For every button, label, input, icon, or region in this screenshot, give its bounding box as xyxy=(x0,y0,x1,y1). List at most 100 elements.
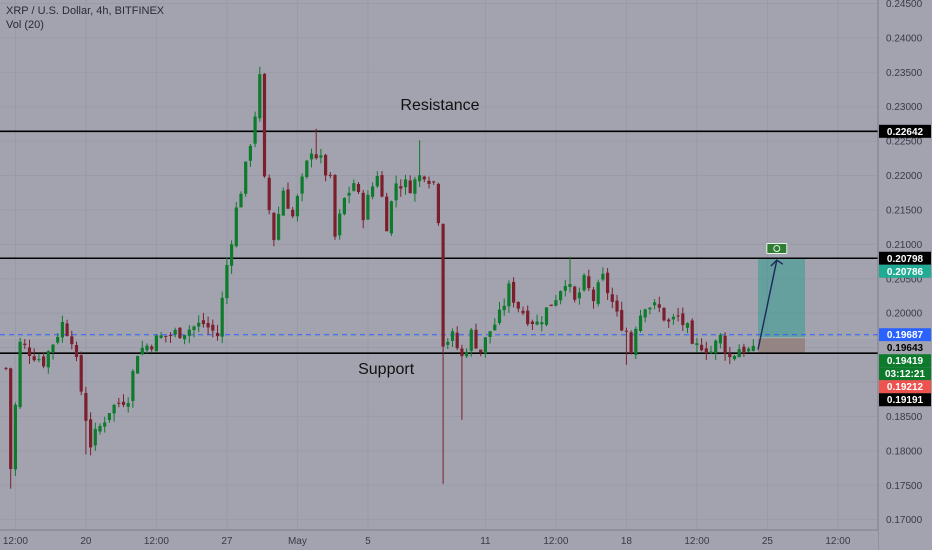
candle xyxy=(13,402,17,476)
position-box[interactable] xyxy=(758,259,805,354)
candle xyxy=(681,307,685,331)
x-tick-label: 12:00 xyxy=(825,536,850,547)
candle-body xyxy=(239,193,243,208)
candle xyxy=(342,197,346,216)
candle-body xyxy=(333,175,337,237)
candle xyxy=(488,331,492,344)
candle-body xyxy=(98,425,102,432)
candle xyxy=(643,308,647,323)
candle xyxy=(319,148,323,164)
candle-body xyxy=(253,116,257,144)
candle xyxy=(150,344,154,352)
candle xyxy=(131,369,135,408)
y-tick-label: 0.23500 xyxy=(886,68,923,79)
candle-body xyxy=(187,329,191,336)
candle xyxy=(89,412,93,456)
candle-body xyxy=(262,73,267,177)
candle xyxy=(554,295,558,307)
candle xyxy=(56,333,60,345)
candle-body xyxy=(606,272,610,294)
candle-body xyxy=(573,286,577,300)
price-tag: 0.22642 xyxy=(879,124,931,138)
time-axis[interactable]: 12:00 20 12:00 27 May 5 11 12:00 18 12:00 25 12:00 xyxy=(0,529,878,550)
candle xyxy=(70,330,74,350)
candle xyxy=(662,307,666,322)
candle xyxy=(145,343,149,355)
candle xyxy=(112,404,116,422)
y-tick-label: 0.22500 xyxy=(886,137,923,148)
candle-body xyxy=(140,347,144,355)
candle-body xyxy=(413,179,417,194)
y-tick-label: 0.18000 xyxy=(886,446,923,457)
candle-body xyxy=(258,74,262,119)
candle xyxy=(676,307,680,322)
candle xyxy=(356,181,361,195)
candle-body xyxy=(450,331,455,341)
candle-body xyxy=(277,214,281,240)
candle-body xyxy=(79,355,83,392)
candle xyxy=(714,339,718,361)
candle xyxy=(427,176,431,189)
candle xyxy=(629,330,633,355)
candle xyxy=(107,413,111,423)
candle xyxy=(695,337,699,353)
candle-body xyxy=(183,335,187,340)
price-tag-bg xyxy=(879,393,931,407)
candle xyxy=(103,416,107,433)
candle-body xyxy=(347,192,351,196)
candle xyxy=(173,327,177,338)
candle xyxy=(267,174,271,215)
candle xyxy=(248,143,252,167)
candle-body xyxy=(540,322,544,325)
candle xyxy=(747,346,751,353)
candle-body xyxy=(587,276,591,289)
candle xyxy=(324,153,328,182)
candle-body xyxy=(126,402,130,407)
candle-body xyxy=(474,329,478,349)
candle xyxy=(338,209,342,240)
candle xyxy=(465,348,469,359)
candle xyxy=(215,324,220,341)
candle xyxy=(606,268,610,300)
candle xyxy=(648,307,652,315)
candle-body xyxy=(624,330,628,332)
candle xyxy=(709,345,713,354)
candle-body xyxy=(638,315,643,332)
candle-body xyxy=(197,322,201,327)
candle xyxy=(728,346,732,365)
candle-body xyxy=(662,307,666,321)
candle-body xyxy=(530,321,534,324)
candle xyxy=(126,397,130,413)
candle-body xyxy=(42,356,46,367)
candle-body xyxy=(23,343,27,345)
stop-zone[interactable] xyxy=(758,337,805,354)
candle xyxy=(446,338,450,350)
candle-body xyxy=(9,368,13,469)
candle xyxy=(620,301,624,332)
candle-body xyxy=(361,192,365,221)
price-tag-label: 0.20786 xyxy=(887,267,924,278)
price-tag-bg xyxy=(879,264,931,278)
candle xyxy=(211,319,215,338)
candle xyxy=(389,200,393,236)
candle xyxy=(187,325,191,344)
candle-body xyxy=(107,413,111,420)
candle xyxy=(121,394,126,408)
candle xyxy=(568,256,572,293)
candle xyxy=(239,191,243,208)
candle-body xyxy=(521,310,525,314)
candle xyxy=(559,290,563,305)
candle xyxy=(220,291,224,344)
candle-body xyxy=(507,283,511,307)
candle-body xyxy=(704,348,708,354)
candle-body xyxy=(465,351,469,357)
candle xyxy=(183,334,187,345)
candle xyxy=(23,339,27,350)
candle xyxy=(164,335,168,343)
horizontal-levels[interactable] xyxy=(0,130,878,354)
candle-body xyxy=(653,302,657,306)
candle xyxy=(469,327,473,357)
price-tag-label: 03:12:21 xyxy=(885,369,925,380)
